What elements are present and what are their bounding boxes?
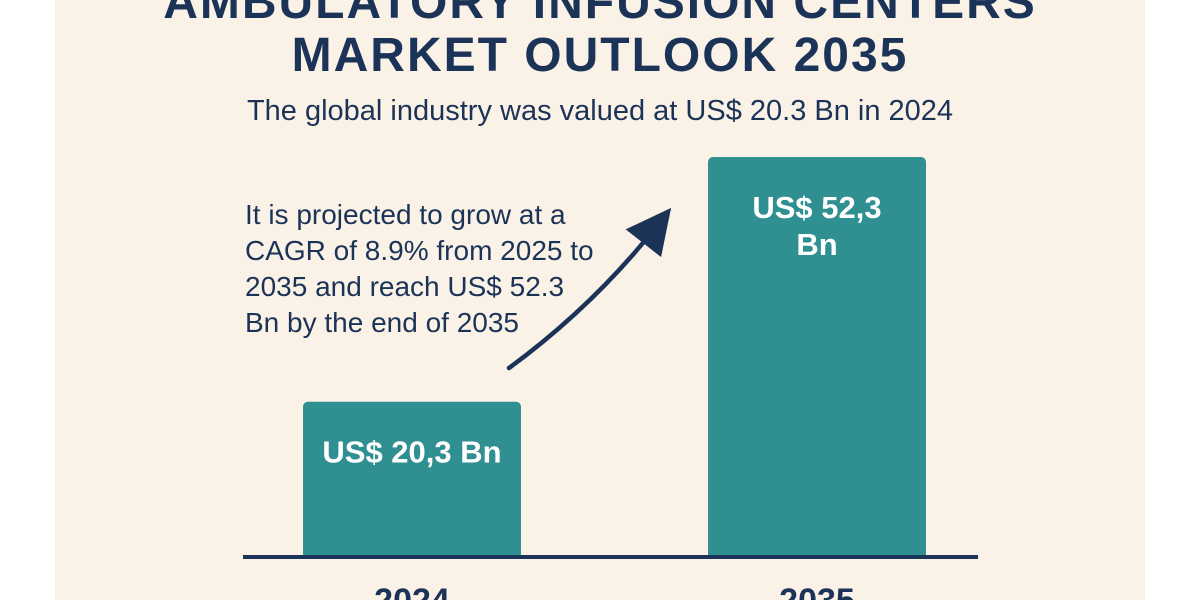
growth-annotation: It is projected to grow at a CAGR of 8.9… [245, 199, 594, 338]
title-line-2: MARKET OUTLOOK 2035 [291, 29, 909, 82]
x-tick-label-2024: 2024 [374, 582, 450, 600]
data-label-2035: US$ 52,3 Bn [752, 190, 881, 262]
bar-chart: US$ 20,3 Bn 2024 US$ 52,3Bn 2035 [243, 157, 978, 600]
data-label-2024: US$ 20,3 Bn [322, 435, 501, 470]
title-line-1: AMBULATORY INFUSION CENTERS [163, 0, 1037, 29]
growth-arrow [506, 207, 672, 371]
subtitle: The global industry was valued at US$ 20… [246, 95, 954, 127]
bar-2035 [708, 157, 926, 559]
bar-2024 [303, 401, 521, 559]
x-tick-label-2035: 2035 [779, 582, 855, 600]
infographic-canvas: AMBULATORY INFUSION CENTERS MARKET OUTLO… [55, 0, 1145, 600]
